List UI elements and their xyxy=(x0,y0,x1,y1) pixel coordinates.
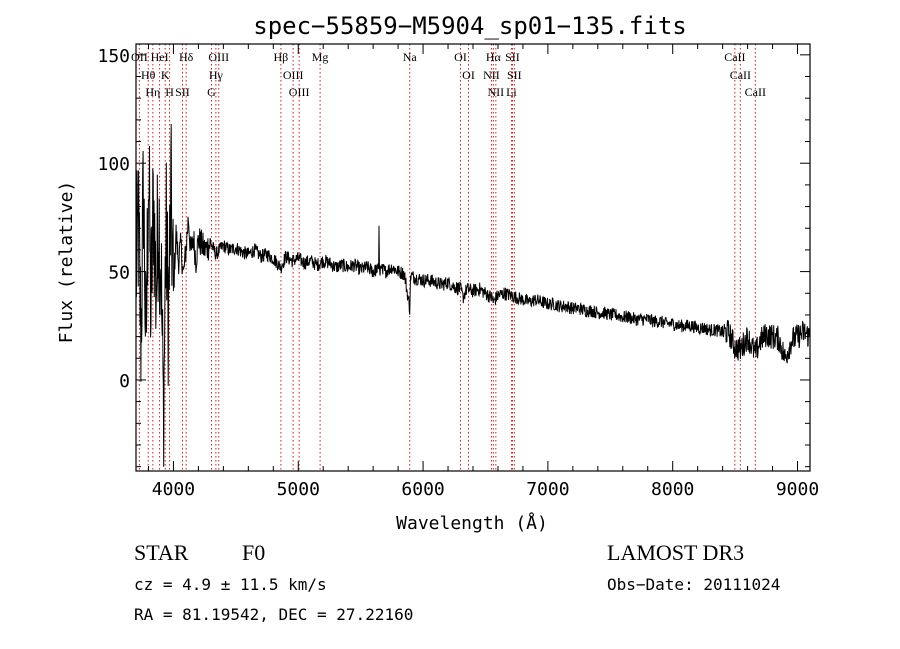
line-label: HeI xyxy=(151,50,169,64)
line-label: SII xyxy=(507,68,522,82)
line-label: SII xyxy=(175,85,190,99)
x-tick-label: 7000 xyxy=(526,479,569,500)
line-label: NII xyxy=(483,68,500,82)
line-label: Hβ xyxy=(274,50,289,64)
line-label: Hδ xyxy=(179,50,194,64)
y-tick-label: 50 xyxy=(108,263,130,284)
plot-border xyxy=(135,43,811,472)
redshift-cz: cz = 4.9 ± 11.5 km/s xyxy=(134,575,327,594)
x-tick-label: 8000 xyxy=(651,479,694,500)
flux-series xyxy=(135,123,811,467)
line-label: CaII xyxy=(745,85,766,99)
line-label: K xyxy=(161,68,170,82)
line-label: OI xyxy=(454,50,467,64)
x-tick-label: 4000 xyxy=(152,479,195,500)
line-label: Mg xyxy=(312,50,329,64)
x-tick-label: 5000 xyxy=(277,479,320,500)
x-axis-label: Wavelength (Å) xyxy=(396,512,548,534)
line-label: Na xyxy=(403,50,418,64)
line-label: OIII xyxy=(283,68,304,82)
line-label: OI xyxy=(462,68,475,82)
line-label: CaII xyxy=(730,68,751,82)
line-label: Hθ xyxy=(141,68,156,82)
spectral-line-markers xyxy=(138,44,756,471)
y-axis-label: Flux (relative) xyxy=(56,181,77,344)
line-label: OIII xyxy=(289,85,310,99)
line-label: NII xyxy=(488,85,505,99)
line-label: Hγ xyxy=(209,68,224,82)
axis-ticks: 4000 5000 6000 7000 8000 9000 0 50 100 150 xyxy=(97,44,819,500)
x-tick-label: 6000 xyxy=(401,479,444,500)
y-tick-label: 0 xyxy=(119,371,130,392)
y-tick-label: 100 xyxy=(97,154,130,175)
plot-frame xyxy=(135,43,811,472)
line-label: Hη xyxy=(145,85,160,99)
flux-line xyxy=(135,123,811,467)
line-label: CaII xyxy=(724,50,745,64)
survey-name: LAMOST DR3 xyxy=(607,540,744,565)
line-label: OII xyxy=(131,50,148,64)
line-label: OIII xyxy=(208,50,229,64)
observation-date: Obs−Date: 20111024 xyxy=(607,575,780,594)
line-label: SII xyxy=(505,50,520,64)
object-subclass: F0 xyxy=(242,540,265,565)
line-label: Hα xyxy=(486,50,502,64)
coordinates: RA = 81.19542, DEC = 27.22160 xyxy=(134,605,413,624)
line-label: G xyxy=(207,85,216,99)
x-tick-label: 9000 xyxy=(776,479,819,500)
y-tick-label: 150 xyxy=(97,46,130,67)
line-label: H xyxy=(165,85,174,99)
line-labels: OII Hθ Hη HeI KH Hδ SII OIII Hγ G Hβ OIII OIII Mg Na OI… xyxy=(131,50,766,99)
line-label: Li xyxy=(506,85,517,99)
chart-title: spec−55859−M5904_sp01−135.fits xyxy=(253,12,686,40)
object-class: STAR xyxy=(134,540,189,565)
